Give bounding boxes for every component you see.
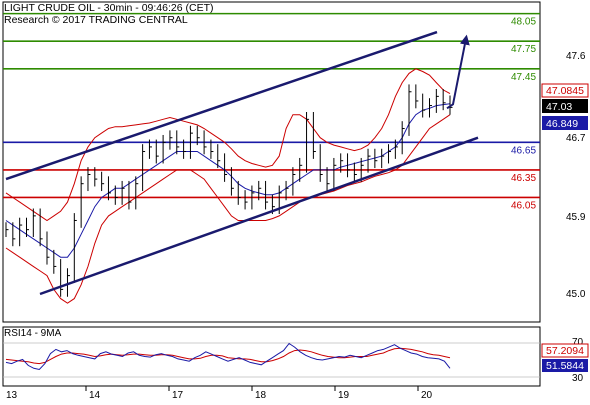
current-box-red-label: 47.0845 — [546, 85, 584, 97]
x-tick-13: 13 — [6, 390, 18, 400]
x-tick-19: 19 — [338, 390, 350, 400]
x-tick-14: 14 — [89, 390, 101, 400]
current-value-boxes: 47.0845 47.03 46.849 — [541, 83, 589, 130]
series-group — [5, 68, 453, 304]
x-tick-17: 17 — [172, 390, 184, 400]
rsi-box-blue-bg — [542, 359, 588, 372]
price-tick-45-9: 45.9 — [566, 212, 586, 223]
chart-subtitle: Research © 2017 TRADING CENTRAL — [4, 14, 188, 26]
price-tick-46-7: 46.7 — [566, 133, 586, 144]
price-panel-frame — [2, 1, 541, 323]
x-axis: 13 14 17 18 19 20 — [6, 386, 433, 401]
rsi-series-group — [5, 342, 451, 371]
rsi-ma-line — [5, 347, 451, 365]
chart-title: LIGHT CRUDE OIL - 30min - 09:46:26 (CET) — [4, 2, 213, 14]
level-label-46-65: 46.65 — [511, 145, 536, 156]
level-label-46-05: 46.05 — [511, 200, 536, 211]
price-tick-45-0: 45.0 — [566, 289, 586, 300]
current-box-black-bg — [542, 99, 588, 113]
channel-upper-line — [5, 30, 438, 181]
channel-lower-line — [39, 136, 479, 296]
level-label-46-35: 46.35 — [511, 173, 536, 184]
rsi-box-red-bg — [541, 343, 589, 358]
rsi-box-red-label: 57.2094 — [546, 345, 584, 357]
level-label-48-05: 48.05 — [511, 17, 536, 28]
rsi-tick-30: 30 — [572, 373, 584, 384]
x-tick-18: 18 — [255, 390, 267, 400]
rsi-box-blue-label: 51.5844 — [546, 360, 584, 372]
rsi-title: RSI14 - 9MA — [4, 328, 62, 339]
level-label-47-75: 47.75 — [511, 44, 536, 55]
current-box-blue-label: 46.849 — [546, 118, 578, 130]
moving-average-line — [5, 103, 451, 258]
current-box-red-bg — [541, 83, 589, 98]
current-box-black-label: 47.03 — [546, 101, 572, 113]
rsi-panel-frame — [2, 326, 541, 387]
projection-arrow — [446, 34, 470, 110]
rsi-line — [5, 342, 451, 371]
current-box-blue-bg — [542, 116, 588, 130]
bollinger-lower-band — [5, 114, 451, 304]
rsi-tick-70: 70 — [572, 337, 584, 348]
levels-group: 48.05 47.75 47.45 46.65 46.35 46.05 — [3, 12, 540, 211]
price-tick-47-6: 47.6 — [566, 51, 586, 62]
x-tick-20: 20 — [421, 390, 433, 400]
level-label-47-45: 47.45 — [511, 72, 536, 83]
bollinger-upper-band — [5, 68, 451, 222]
